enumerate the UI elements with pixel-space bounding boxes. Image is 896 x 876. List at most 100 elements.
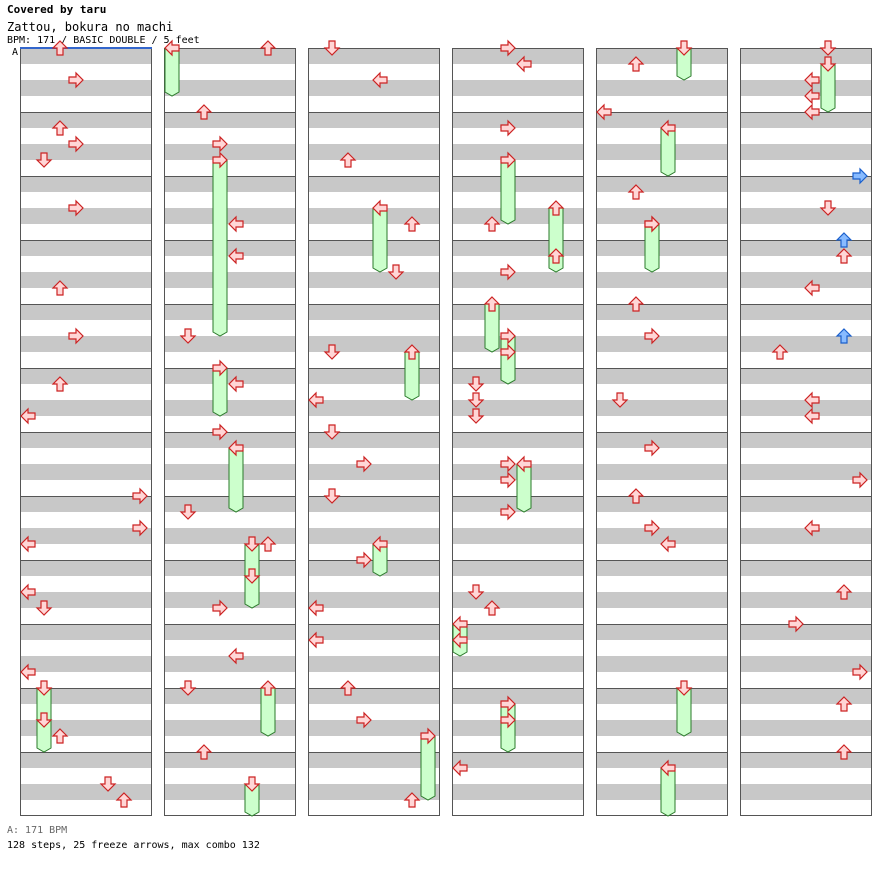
beat-stripe (596, 656, 728, 672)
step-down-arrow (179, 680, 197, 696)
step-right-arrow (500, 263, 516, 281)
step-right-arrow (212, 423, 228, 441)
column-border (452, 48, 584, 816)
beat-stripe (596, 688, 728, 704)
beat-stripe (452, 240, 584, 256)
beat-stripe (20, 752, 152, 768)
beat-stripe (596, 304, 728, 320)
beat-stripe (596, 368, 728, 384)
step-left-arrow (804, 407, 820, 425)
beat-stripe (740, 720, 872, 736)
beat-stripe (20, 272, 152, 288)
bpm-marker-label: A (12, 47, 19, 58)
freeze-head-right-arrow (212, 151, 228, 169)
step-left-arrow (308, 391, 324, 409)
beat-stripe (20, 80, 152, 96)
column-border (596, 48, 728, 816)
step-down-arrow (99, 776, 117, 792)
beat-stripe (164, 208, 296, 224)
beat-stripe (308, 688, 440, 704)
beat-stripe (308, 656, 440, 672)
freeze-head-left-arrow (516, 455, 532, 473)
step-right-arrow (500, 471, 516, 489)
column-border (308, 48, 440, 816)
freeze-body (420, 735, 436, 801)
step-left-arrow (804, 391, 820, 409)
beat-stripe (740, 592, 872, 608)
beat-stripe (596, 720, 728, 736)
step-up-arrow (195, 744, 213, 760)
beat-stripe (452, 368, 584, 384)
step-left-arrow (804, 103, 820, 121)
beat-stripe (164, 368, 296, 384)
beat-stripe (596, 752, 728, 768)
step-right-arrow (500, 343, 516, 361)
step-up-arrow (339, 152, 357, 168)
step-up-arrow (627, 488, 645, 504)
freeze-head-up-arrow (259, 680, 277, 696)
beat-stripe (164, 592, 296, 608)
step-up-arrow (835, 248, 853, 264)
beat-stripe (740, 176, 872, 192)
beat-stripe (308, 624, 440, 640)
step-up-arrow (259, 40, 277, 56)
beat-stripe (452, 80, 584, 96)
step-left-arrow (372, 71, 388, 89)
beat-stripe (740, 752, 872, 768)
beat-stripe (164, 432, 296, 448)
beat-stripe (164, 528, 296, 544)
step-down-arrow (819, 40, 837, 56)
beat-stripe (596, 240, 728, 256)
beat-stripe (452, 208, 584, 224)
beat-stripe (596, 432, 728, 448)
step-right-arrow (500, 503, 516, 521)
beat-stripe (20, 784, 152, 800)
step-up-arrow (483, 216, 501, 232)
step-up-arrow (627, 56, 645, 72)
beat-stripe (596, 208, 728, 224)
beat-stripe (164, 400, 296, 416)
freeze-body (500, 159, 516, 225)
step-left-arrow (20, 535, 36, 553)
step-right-arrow (132, 519, 148, 537)
beat-stripe (164, 752, 296, 768)
beat-stripe (596, 528, 728, 544)
beat-stripe (740, 240, 872, 256)
step-blue-up-arrow (835, 232, 853, 248)
column-border (164, 48, 296, 816)
step-up-arrow (627, 296, 645, 312)
beat-stripe (308, 496, 440, 512)
chart-info: BPM: 171 / BASIC DOUBLE / 5 feet (7, 35, 200, 46)
step-down-arrow (387, 264, 405, 280)
beat-stripe (452, 656, 584, 672)
step-down-arrow (819, 200, 837, 216)
step-down-arrow (35, 712, 53, 728)
step-right-arrow (68, 327, 84, 345)
step-left-arrow (20, 583, 36, 601)
step-right-arrow (644, 327, 660, 345)
step-left-arrow (228, 247, 244, 265)
beat-stripe (740, 624, 872, 640)
step-up-arrow (51, 120, 69, 136)
step-down-arrow (35, 152, 53, 168)
beat-stripe (164, 560, 296, 576)
step-down-arrow (179, 328, 197, 344)
step-down-arrow (323, 344, 341, 360)
step-stats: 128 steps, 25 freeze arrows, max combo 1… (7, 840, 260, 851)
beat-stripe (308, 112, 440, 128)
beat-stripe (20, 528, 152, 544)
beat-stripe (20, 720, 152, 736)
freeze-head-up-arrow (547, 200, 565, 216)
step-up-arrow (259, 536, 277, 552)
beat-stripe (20, 688, 152, 704)
beat-stripe (164, 48, 296, 64)
step-down-arrow (323, 40, 341, 56)
beat-stripe (596, 176, 728, 192)
beat-stripe (308, 432, 440, 448)
step-down-arrow (323, 488, 341, 504)
step-left-arrow (228, 215, 244, 233)
freeze-head-right-arrow (420, 727, 436, 745)
freeze-body (228, 447, 244, 513)
freeze-head-right-arrow (500, 695, 516, 713)
beat-stripe (740, 304, 872, 320)
